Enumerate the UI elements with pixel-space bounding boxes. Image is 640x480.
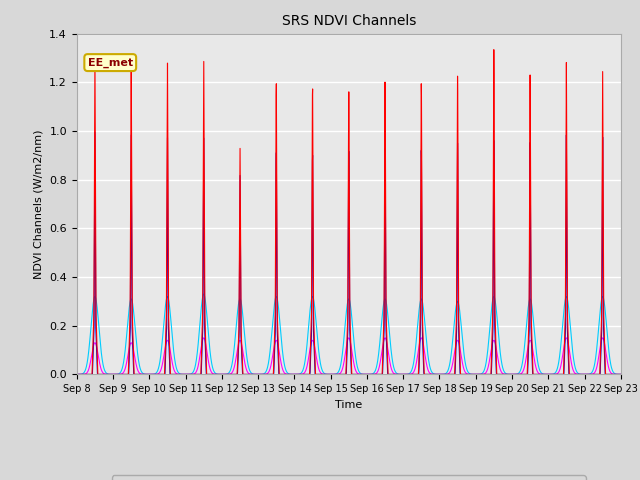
- NDVI_650in: [167, 372, 175, 377]
- NDVI_810out: [617, 372, 625, 377]
- NDVI_810in: [73, 372, 81, 377]
- NDVI_650in: [305, 372, 313, 377]
- Line: NDVI_650in: NDVI_650in: [77, 49, 621, 374]
- Y-axis label: NDVI Channels (W/m2/nm): NDVI Channels (W/m2/nm): [34, 129, 44, 279]
- X-axis label: Time: Time: [335, 400, 362, 409]
- NDVI_810in: [617, 372, 625, 377]
- NDVI_810in: [548, 372, 556, 377]
- NDVI_810in: [135, 372, 143, 377]
- NDVI_810out: [305, 315, 313, 321]
- NDVI_650out: [607, 369, 614, 375]
- NDVI_650in: [607, 372, 614, 377]
- NDVI_650out: [305, 353, 313, 359]
- NDVI_810out: [135, 360, 143, 366]
- NDVI_810out: [109, 372, 117, 377]
- NDVI_810in: [91, 130, 99, 135]
- NDVI_650out: [167, 353, 175, 359]
- NDVI_810in: [305, 372, 313, 377]
- Line: NDVI_650out: NDVI_650out: [77, 338, 621, 374]
- NDVI_810in: [282, 372, 289, 377]
- NDVI_650out: [548, 372, 556, 377]
- NDVI_650in: [135, 372, 143, 377]
- NDVI_650in: [490, 47, 498, 52]
- NDVI_650in: [73, 372, 81, 377]
- NDVI_810in: [168, 372, 175, 377]
- NDVI_650out: [282, 371, 289, 377]
- NDVI_810out: [607, 360, 614, 366]
- NDVI_650in: [548, 372, 556, 377]
- Legend: NDVI_650in, NDVI_810in, NDVI_650out, NDVI_810out: NDVI_650in, NDVI_810in, NDVI_650out, NDV…: [112, 475, 586, 480]
- NDVI_650in: [282, 372, 289, 377]
- Line: NDVI_810in: NDVI_810in: [77, 132, 621, 374]
- Text: EE_met: EE_met: [88, 58, 133, 68]
- NDVI_810out: [282, 367, 290, 372]
- NDVI_810out: [548, 372, 556, 377]
- NDVI_650out: [599, 335, 607, 341]
- NDVI_650out: [617, 372, 625, 377]
- NDVI_810out: [73, 372, 81, 377]
- Title: SRS NDVI Channels: SRS NDVI Channels: [282, 14, 416, 28]
- NDVI_650in: [617, 372, 625, 377]
- NDVI_810out: [200, 291, 207, 297]
- Line: NDVI_810out: NDVI_810out: [77, 294, 621, 374]
- NDVI_810out: [168, 323, 175, 328]
- NDVI_650out: [135, 370, 143, 375]
- NDVI_650out: [73, 372, 81, 377]
- NDVI_810in: [607, 372, 614, 377]
